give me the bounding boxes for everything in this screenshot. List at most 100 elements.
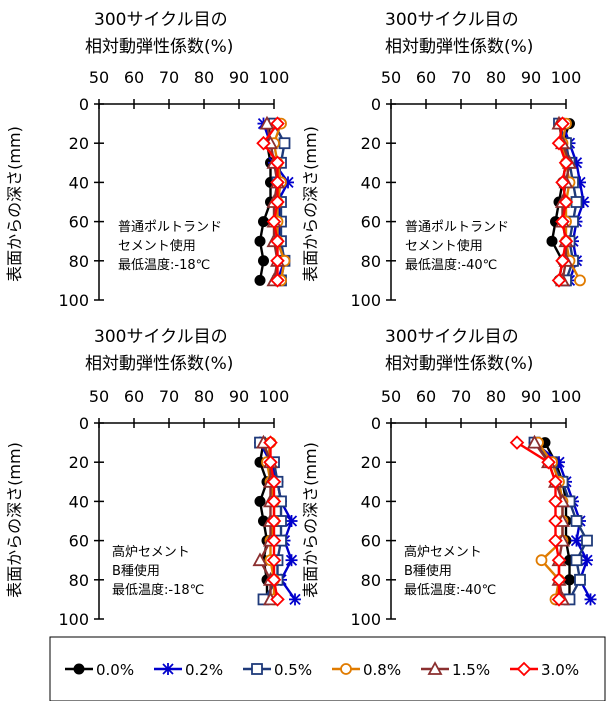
legend-marker xyxy=(73,663,85,675)
chart-title-line-2: 相対動弾性係数(%) xyxy=(85,37,233,57)
y-tick-label: 60 xyxy=(361,213,381,232)
data-point xyxy=(558,233,574,249)
y-tick-label: 40 xyxy=(361,492,381,511)
x-tick-label: 70 xyxy=(159,387,179,406)
annotation-line-1: 普通ポルトランド xyxy=(118,220,222,235)
legend-label: 0.2% xyxy=(185,661,223,679)
data-point xyxy=(270,194,285,210)
x-tick-label: 100 xyxy=(259,68,290,87)
y-axis-label: 表面からの深さ(mm) xyxy=(5,442,24,598)
data-point xyxy=(266,494,282,509)
x-tick-label: 100 xyxy=(551,387,582,406)
data-point xyxy=(551,273,567,288)
data-point xyxy=(509,435,525,450)
x-tick-label: 50 xyxy=(381,387,401,406)
y-tick-label: 60 xyxy=(69,532,89,551)
annotation-line-2: セメント使用 xyxy=(405,238,483,254)
legend-label: 0.5% xyxy=(274,661,312,679)
data-point xyxy=(254,235,266,247)
y-tick-label: 20 xyxy=(361,453,381,472)
axes xyxy=(390,422,566,619)
data-point xyxy=(254,495,266,507)
y-axis-label: 表面からの深さ(mm) xyxy=(301,442,320,598)
legend-marker xyxy=(516,661,532,677)
legend-label: 1.5% xyxy=(452,661,490,679)
data-point xyxy=(263,435,278,450)
x-tick-label: 80 xyxy=(486,68,506,87)
data-point xyxy=(555,214,570,229)
data-point xyxy=(278,137,291,150)
x-tick-label: 100 xyxy=(259,387,290,406)
legend-marker xyxy=(251,663,263,675)
annotation: 普通ポルトランド セメント使用 最低温度:-40℃ xyxy=(405,220,509,273)
series-3.0% xyxy=(263,435,285,607)
data-point xyxy=(254,274,266,286)
chart-title-line-1: 300サイクル目の xyxy=(94,10,228,30)
annotation-line-1: 普通ポルトランド xyxy=(405,220,509,235)
y-tick-label: 60 xyxy=(69,213,89,232)
data-point xyxy=(270,273,285,288)
data-point xyxy=(270,592,285,607)
data-point xyxy=(570,534,583,547)
x-tick-label: 90 xyxy=(521,68,541,87)
legend-item: 1.5% xyxy=(421,661,490,679)
annotation: 普通ポルトランド セメント使用 最低温度:-18℃ xyxy=(118,220,222,273)
data-point xyxy=(270,155,285,171)
series-3.0% xyxy=(551,116,574,288)
y-tick-label: 0 xyxy=(79,95,89,114)
annotation-line-3: 最低温度:-18℃ xyxy=(118,257,210,273)
data-point xyxy=(548,494,563,509)
series-3.0% xyxy=(509,435,567,607)
legend-marker xyxy=(340,663,352,675)
y-tick-label: 40 xyxy=(361,173,381,192)
chart-title-line-2: 相対動弾性係数(%) xyxy=(385,37,533,57)
annotation-line-2: B種使用 xyxy=(404,563,452,579)
x-tick-label: 50 xyxy=(89,387,109,406)
data-point xyxy=(551,552,567,568)
x-tick-label: 70 xyxy=(159,68,179,87)
chart-title-line-1: 300サイクル目の xyxy=(94,327,228,347)
x-tick-label: 80 xyxy=(486,387,506,406)
y-tick-label: 60 xyxy=(361,532,381,551)
data-point xyxy=(266,552,282,568)
data-point xyxy=(270,175,285,190)
data-point xyxy=(526,434,543,449)
chart-bottom-left: 300サイクル目の 相対動弾性係数(%) 表面からの深さ(mm) 高炉セメント … xyxy=(5,327,301,629)
y-tick-label: 20 xyxy=(69,134,89,153)
y-tick-label: 40 xyxy=(69,173,89,192)
annotation: 高炉セメント B種使用 最低温度:-40℃ xyxy=(404,544,496,598)
chart-title-line-2: 相対動弾性係数(%) xyxy=(85,354,233,374)
legend: 0.0% 0.2% 0.5% 0.8% 1.5% 3.0% xyxy=(49,636,606,701)
y-tick-label: 80 xyxy=(361,252,381,271)
annotation-line-3: 最低温度:-40℃ xyxy=(404,582,496,598)
annotation: 高炉セメント B種使用 最低温度:-18℃ xyxy=(112,544,204,598)
x-tick-label: 80 xyxy=(194,68,214,87)
annotation-line-3: 最低温度:-18℃ xyxy=(112,582,204,598)
axes xyxy=(98,422,274,619)
y-tick-label: 80 xyxy=(69,252,89,271)
x-tick-label: 70 xyxy=(451,68,471,87)
data-point xyxy=(266,513,282,529)
data-point xyxy=(270,253,285,269)
data-point xyxy=(270,233,285,249)
legend-label: 3.0% xyxy=(541,661,579,679)
data-point xyxy=(535,554,548,567)
axes xyxy=(98,103,274,300)
data-point xyxy=(285,515,298,527)
data-point xyxy=(541,454,556,470)
data-point xyxy=(555,116,570,131)
x-tick-label: 90 xyxy=(521,387,541,406)
data-point xyxy=(266,214,282,229)
x-tick-label: 80 xyxy=(194,387,214,406)
y-tick-label: 100 xyxy=(58,610,89,629)
x-tick-label: 60 xyxy=(416,387,436,406)
legend-item: 0.2% xyxy=(154,661,223,679)
chart-title-line-2: 相対動弾性係数(%) xyxy=(385,354,533,374)
legend-marker xyxy=(427,661,443,675)
data-point xyxy=(270,116,285,131)
data-point xyxy=(551,572,567,588)
y-tick-label: 20 xyxy=(361,134,381,153)
chart-title-line-1: 300サイクル目の xyxy=(385,10,519,30)
y-tick-label: 0 xyxy=(371,95,381,114)
